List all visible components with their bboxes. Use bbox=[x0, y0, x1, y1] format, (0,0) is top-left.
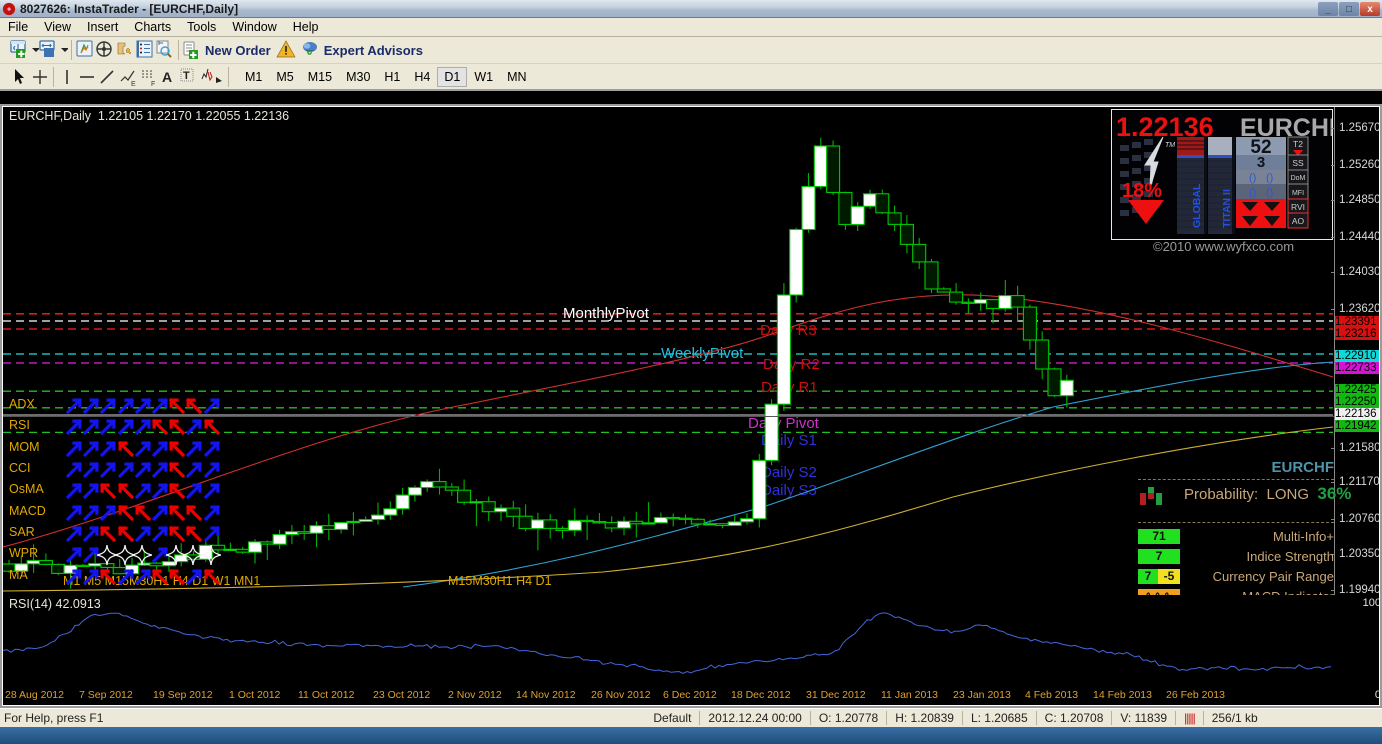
svg-text:MFI: MFI bbox=[1292, 190, 1304, 197]
svg-text:F: F bbox=[151, 81, 155, 87]
svg-text:(): () bbox=[1249, 187, 1256, 199]
svg-text:T: T bbox=[183, 70, 190, 82]
svg-text:A: A bbox=[162, 69, 172, 85]
svg-text:(): () bbox=[1266, 172, 1273, 184]
svg-text:SS: SS bbox=[1292, 158, 1304, 168]
svg-text:(): () bbox=[1266, 187, 1273, 199]
svg-text:Daily S3: Daily S3 bbox=[761, 482, 817, 499]
svg-text:+: + bbox=[7, 6, 11, 13]
svg-text:DoM: DoM bbox=[1291, 175, 1306, 182]
svg-text:MonthlyPivot: MonthlyPivot bbox=[563, 305, 650, 322]
svg-text:AO: AO bbox=[1292, 216, 1305, 226]
svg-text:RVI: RVI bbox=[1291, 202, 1305, 212]
svg-text:Daily R2: Daily R2 bbox=[763, 356, 820, 373]
svg-text:TM: TM bbox=[1165, 142, 1175, 149]
svg-text:T2: T2 bbox=[1293, 139, 1303, 149]
svg-text:3: 3 bbox=[1257, 154, 1265, 171]
svg-text:Daily Pivot: Daily Pivot bbox=[748, 415, 820, 432]
svg-text:TITAN II: TITAN II bbox=[1221, 189, 1233, 228]
svg-text:E: E bbox=[131, 81, 136, 87]
svg-text:Daily S2: Daily S2 bbox=[761, 464, 817, 481]
svg-text:(): () bbox=[1249, 172, 1256, 184]
svg-text:WeeklyPivot: WeeklyPivot bbox=[661, 345, 744, 362]
svg-text:GLOBAL: GLOBAL bbox=[1191, 183, 1203, 228]
